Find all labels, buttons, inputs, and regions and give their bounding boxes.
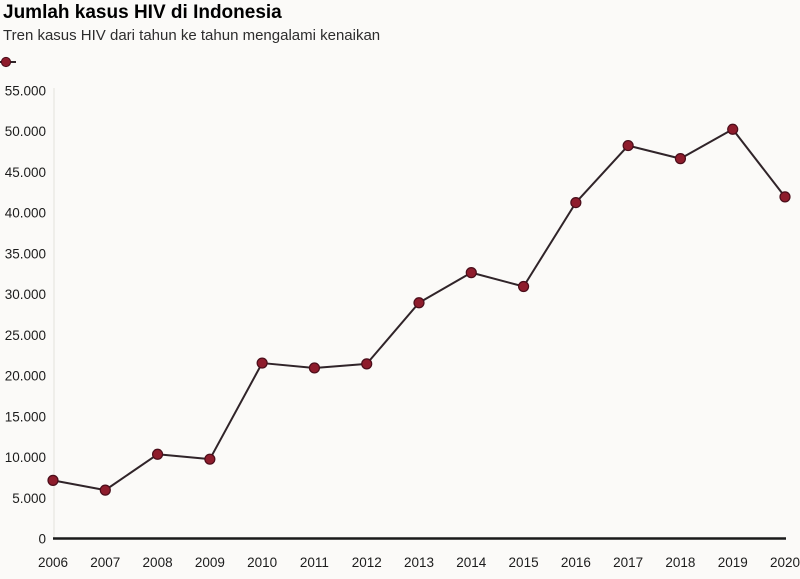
x-axis-tick-label: 2007 <box>90 555 120 570</box>
data-point <box>727 123 739 135</box>
data-point <box>779 191 791 203</box>
y-axis-tick-label: 55.000 <box>5 84 46 99</box>
data-point <box>204 453 216 465</box>
x-axis-tick-label: 2020 <box>770 555 800 570</box>
legend-dot-icon <box>0 56 12 68</box>
data-point <box>256 357 268 369</box>
data-point <box>517 280 530 293</box>
chart-subtitle: Tren kasus HIV dari tahun ke tahun menga… <box>3 27 381 44</box>
y-axis-tick-label: 35.000 <box>5 246 46 261</box>
x-axis-tick-label: 2015 <box>509 555 539 570</box>
data-point <box>570 196 582 209</box>
y-axis-tick-label: 30.000 <box>5 287 46 302</box>
data-point <box>151 448 164 460</box>
x-axis-tick-label: 2019 <box>718 555 748 570</box>
data-line <box>52 128 786 492</box>
x-axis-tick-label: 2018 <box>665 555 695 570</box>
x-axis-tick-label: 2009 <box>195 555 225 570</box>
data-point <box>308 362 321 374</box>
x-axis-tick-label: 2008 <box>143 555 173 570</box>
data-point <box>361 358 373 370</box>
data-point <box>99 484 111 496</box>
x-axis-tick-label: 2016 <box>561 555 591 570</box>
y-axis-tick-label: 40.000 <box>5 206 46 221</box>
y-axis-tick-label: 45.000 <box>5 165 46 180</box>
data-point <box>413 297 425 309</box>
x-axis-tick-label: 2013 <box>404 555 434 570</box>
data-point <box>622 139 634 152</box>
y-axis-tick-label: 15.000 <box>5 409 46 424</box>
x-axis-tick-label: 2010 <box>247 555 277 570</box>
data-point <box>47 474 59 486</box>
x-axis-tick-label: 2011 <box>300 555 329 570</box>
chart-title: Jumlah kasus HIV di Indonesia <box>3 2 282 23</box>
y-axis-tick-label: 10.000 <box>5 450 46 465</box>
y-axis-tick-label: 50.000 <box>5 124 46 139</box>
y-axis-tick-label: 5.000 <box>12 491 46 506</box>
x-axis-tick-label: 2012 <box>352 555 382 570</box>
y-axis-tick-label: 20.000 <box>5 369 46 384</box>
x-axis-tick-label: 2017 <box>613 555 643 570</box>
data-point <box>674 153 687 165</box>
x-axis-tick-label: 2014 <box>456 555 487 570</box>
data-point <box>465 267 477 279</box>
x-axis-tick-label: 2006 <box>38 555 68 570</box>
y-axis-tick-label: 25.000 <box>5 328 46 343</box>
y-axis-tick-label: 0 <box>38 532 46 547</box>
legend <box>0 56 16 68</box>
